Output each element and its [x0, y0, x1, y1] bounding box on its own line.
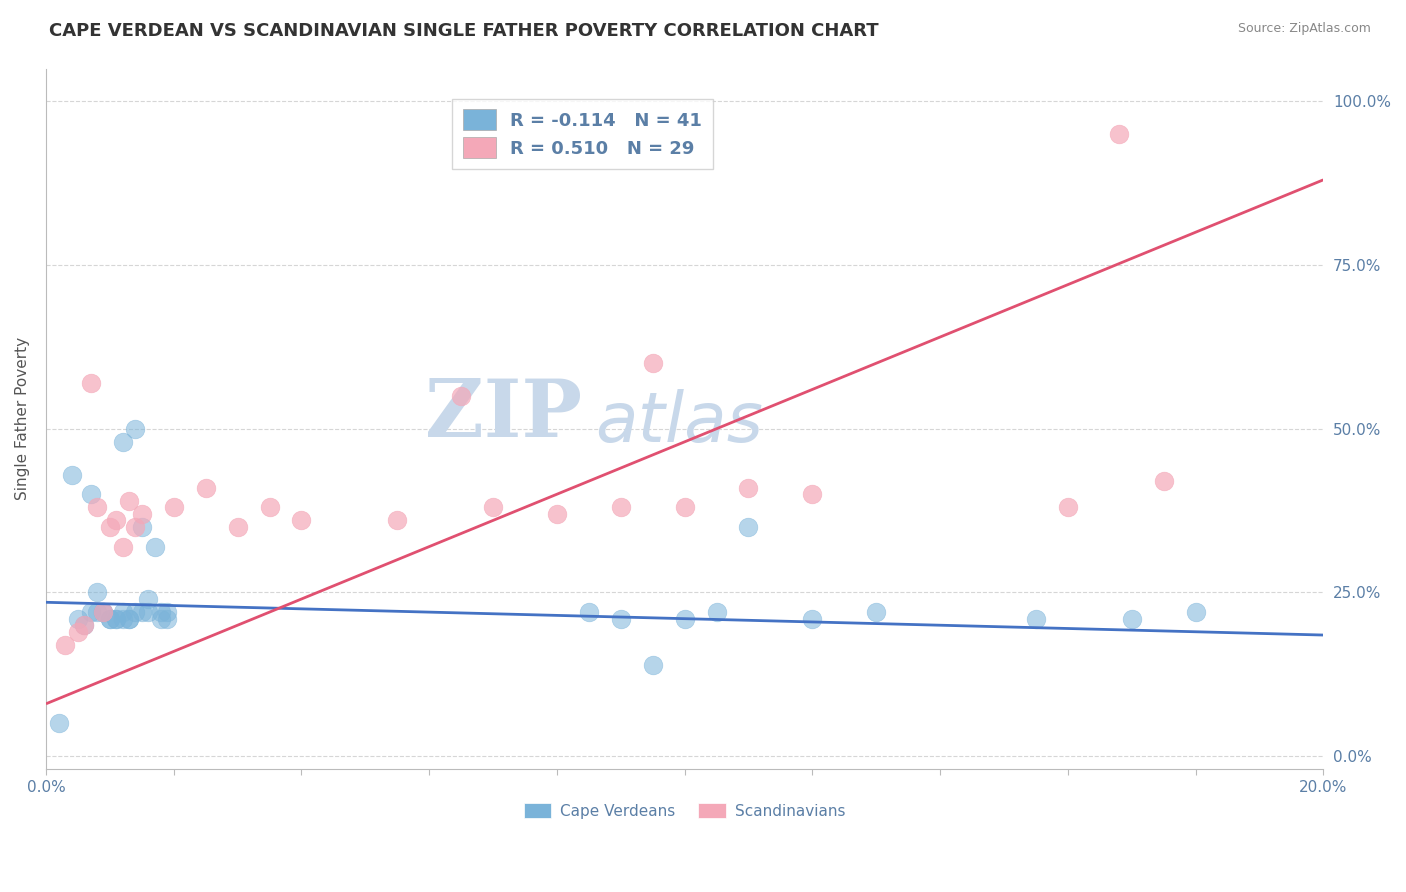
Point [118, 612, 141, 626]
Point [131, 605, 153, 619]
Point [610, 500, 633, 515]
Point [482, 500, 505, 515]
Y-axis label: Single Father Poverty: Single Father Poverty [15, 337, 30, 500]
Point [131, 520, 153, 534]
Point [93, 605, 115, 619]
Point [131, 507, 153, 521]
Text: CAPE VERDEAN VS SCANDINAVIAN SINGLE FATHER POVERTY CORRELATION CHART: CAPE VERDEAN VS SCANDINAVIAN SINGLE FATH… [49, 22, 879, 40]
Point [673, 612, 696, 626]
Point [66, 612, 89, 626]
Point [156, 605, 179, 619]
Point [801, 612, 824, 626]
Point [86, 585, 108, 599]
Legend: Cape Verdeans, Scandinavians: Cape Verdeans, Scandinavians [517, 797, 852, 825]
Point [105, 612, 128, 626]
Point [737, 520, 759, 534]
Point [105, 513, 128, 527]
Point [53, 638, 76, 652]
Point [290, 513, 312, 527]
Point [73, 618, 96, 632]
Point [706, 605, 728, 619]
Point [641, 657, 664, 672]
Point [136, 592, 159, 607]
Point [194, 481, 217, 495]
Point [98, 612, 121, 626]
Point [79, 487, 101, 501]
Point [73, 618, 96, 632]
Point [801, 487, 824, 501]
Point [156, 612, 179, 626]
Point [118, 493, 141, 508]
Point [226, 520, 249, 534]
Point [111, 540, 134, 554]
Point [111, 612, 134, 626]
Point [86, 500, 108, 515]
Point [387, 513, 409, 527]
Point [1108, 127, 1130, 141]
Point [124, 422, 146, 436]
Point [124, 520, 146, 534]
Point [610, 612, 633, 626]
Point [259, 500, 281, 515]
Point [93, 605, 115, 619]
Point [136, 605, 159, 619]
Point [673, 500, 696, 515]
Point [111, 605, 134, 619]
Point [865, 605, 887, 619]
Point [149, 612, 172, 626]
Text: Source: ZipAtlas.com: Source: ZipAtlas.com [1237, 22, 1371, 36]
Point [641, 356, 664, 370]
Point [1184, 605, 1206, 619]
Point [1121, 612, 1143, 626]
Point [1056, 500, 1078, 515]
Point [66, 624, 89, 639]
Point [79, 376, 101, 390]
Point [79, 605, 101, 619]
Text: atlas: atlas [595, 389, 763, 456]
Point [118, 612, 141, 626]
Point [86, 605, 108, 619]
Point [111, 434, 134, 449]
Point [98, 520, 121, 534]
Point [578, 605, 600, 619]
Point [1153, 474, 1175, 488]
Point [124, 605, 146, 619]
Point [546, 507, 568, 521]
Point [143, 540, 166, 554]
Point [450, 389, 472, 403]
Point [93, 605, 115, 619]
Point [1025, 612, 1047, 626]
Point [163, 500, 186, 515]
Text: ZIP: ZIP [426, 376, 582, 454]
Point [48, 716, 70, 731]
Point [60, 467, 83, 482]
Point [105, 612, 128, 626]
Point [98, 612, 121, 626]
Point [737, 481, 759, 495]
Point [149, 605, 172, 619]
